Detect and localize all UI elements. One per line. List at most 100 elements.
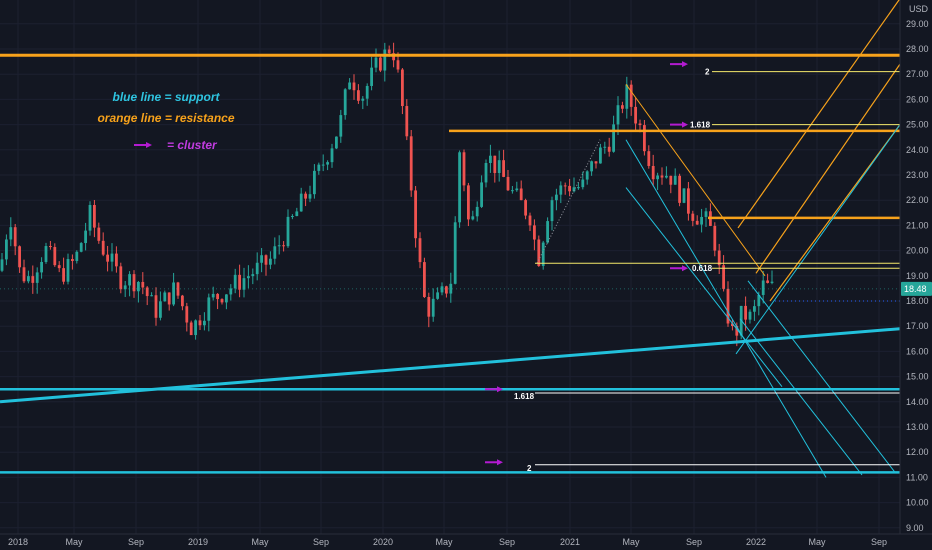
candle-body: [352, 82, 356, 91]
candle-body: [101, 240, 105, 255]
candle-down: [145, 286, 149, 306]
candle-down: [594, 161, 598, 169]
candle-down: [264, 254, 268, 276]
candle-body: [462, 152, 466, 186]
candle-down: [93, 200, 96, 238]
candle-down: [57, 261, 61, 273]
candle-body: [387, 49, 391, 54]
price-tick-label: 24.00: [906, 145, 929, 155]
candle-body: [524, 200, 527, 216]
candle-down: [198, 314, 202, 330]
candle-body: [154, 295, 158, 318]
candle-down: [71, 254, 74, 270]
candle-body: [731, 323, 734, 327]
candle-body: [0, 259, 4, 271]
candle-body: [330, 148, 334, 163]
candle-up: [348, 78, 351, 90]
candle-up: [255, 252, 259, 281]
price-tick-label: 14.00: [906, 397, 929, 407]
candle-body: [260, 255, 263, 263]
candle-up: [475, 201, 479, 222]
candle-down: [18, 245, 21, 273]
candle-body: [528, 215, 532, 226]
candle-down: [660, 167, 664, 185]
resistance-channel-low: [769, 124, 901, 302]
time-axis-bg: [0, 534, 932, 550]
candle-up: [79, 242, 83, 253]
candle-up: [308, 185, 312, 203]
candle-up: [203, 312, 206, 331]
candle-body: [475, 206, 479, 217]
candle-down: [722, 255, 725, 292]
candle-down: [101, 232, 105, 257]
candle-body: [9, 227, 13, 240]
candle-body: [299, 193, 303, 212]
candle-body: [537, 239, 541, 266]
candle-down: [414, 186, 417, 248]
candle-up: [471, 210, 475, 221]
candle-up: [273, 237, 277, 265]
candle-body: [62, 268, 65, 282]
candle-up: [0, 253, 4, 273]
candle-up: [123, 280, 127, 297]
price-axis[interactable]: 9.00 10.00 11.00 12.00 13.00 14.00 15.00 16.00 1…: [899, 0, 932, 550]
time-tick-label: Sep: [871, 537, 887, 547]
candle-up: [299, 187, 303, 212]
candle-down: [167, 292, 171, 311]
candle-body: [629, 84, 633, 107]
legend: blue line = support orange line = resist…: [97, 90, 234, 152]
time-tick-label: Sep: [313, 537, 329, 547]
time-tick-label: 2022: [746, 537, 766, 547]
candle-down: [467, 182, 470, 227]
candle-up: [5, 234, 8, 266]
candle-body: [687, 188, 690, 214]
currency-label: USD: [909, 4, 929, 14]
time-tick-label: Sep: [686, 537, 702, 547]
candle-body: [748, 311, 752, 320]
candle-body: [506, 176, 510, 191]
candle-body: [93, 204, 96, 228]
candle-down: [401, 68, 404, 115]
candle-body: [458, 152, 461, 223]
candle-up: [361, 96, 365, 110]
candle-up: [603, 141, 607, 154]
price-tick-label: 22.00: [906, 195, 929, 205]
legend-resistance-text: orange line = resistance: [97, 111, 234, 125]
legend-support-text: blue line = support: [112, 90, 220, 104]
candle-body: [497, 160, 501, 174]
candle-up: [242, 267, 246, 298]
candle-body: [238, 274, 241, 290]
candle-body: [84, 230, 87, 244]
candle-up: [546, 217, 549, 244]
price-tick-label: 26.00: [906, 94, 929, 104]
price-tick-label: 18.00: [906, 296, 929, 306]
candle-body: [269, 258, 272, 265]
candle-down: [713, 222, 717, 257]
candle-body: [5, 239, 8, 260]
candle-body: [57, 265, 61, 269]
time-axis[interactable]: 2018 May Sep 2019 May Sep 2020 May Sep 2021 May Sep…: [0, 533, 932, 550]
candle-body: [616, 105, 620, 125]
candle-down: [115, 246, 118, 273]
time-tick-label: Sep: [499, 537, 515, 547]
candle-body: [282, 245, 285, 247]
candle-up: [383, 42, 387, 82]
candle-body: [335, 136, 338, 149]
candle-up: [75, 250, 79, 264]
candle-up: [753, 299, 756, 321]
candle-body: [489, 155, 492, 164]
candle-body: [49, 246, 52, 248]
time-tick-label: 2019: [188, 537, 208, 547]
candle-body: [449, 283, 453, 294]
fib-label-upper-1618: 1.618: [690, 121, 711, 130]
price-tick-label: 17.00: [906, 321, 929, 331]
candle-down: [643, 119, 646, 156]
candle-up: [225, 294, 228, 310]
time-tick-label: Sep: [128, 537, 144, 547]
candle-body: [423, 262, 426, 297]
candle-body: [233, 274, 237, 289]
candle-body: [533, 225, 536, 240]
candle-up: [286, 209, 290, 248]
candle-down: [687, 181, 690, 221]
legend-cluster-arrowhead-icon: [146, 142, 152, 148]
